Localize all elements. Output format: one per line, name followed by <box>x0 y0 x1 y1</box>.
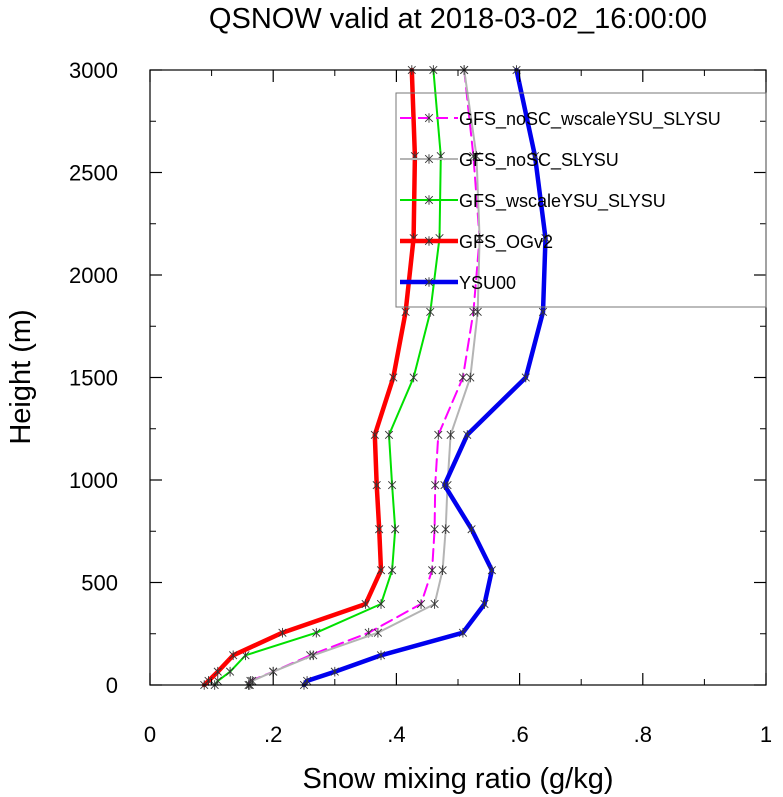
data-point-gfs-nosc-slysu <box>309 650 318 661</box>
data-point-gfs-ogv2 <box>213 666 222 677</box>
series-line-gfs-wscaleysu-slysu <box>213 69 442 686</box>
data-point-gfs-wscaleysu-slysu <box>384 430 394 440</box>
data-point-gfs-nosc-slysu <box>475 233 484 243</box>
data-point-gfs-nosc-slysu <box>473 307 482 317</box>
legend-item-gfs-nosc-wscaleysu-slysu: GFS_noSC_wscaleYSU_SLYSU <box>400 109 721 130</box>
legend-item-gfs-ogv2: GFS_OGv2 <box>400 232 553 253</box>
y-tick-label: 2500 <box>69 161 118 186</box>
axis-ticks: 0 .2 .4 .6 .8 1 0 500 1000 1500 2000 2500 3000 <box>69 58 772 747</box>
data-point-ysu00 <box>330 666 339 677</box>
data-point-gfs-ogv2 <box>389 372 398 383</box>
x-tick-label: .2 <box>264 722 282 747</box>
data-point-ysu00 <box>538 307 548 317</box>
series-line-gfs-nosc-slysu <box>248 69 481 686</box>
legend-item-gfs-nosc-slysu: GFS_noSC_SLYSU <box>400 150 619 171</box>
data-point-gfs-wscaleysu-slysu <box>387 565 397 575</box>
chart-title: QSNOW valid at 2018-03-02_16:00:00 <box>209 3 707 35</box>
data-point-ysu00 <box>487 565 496 575</box>
y-tick-label: 1000 <box>69 468 118 493</box>
data-point-gfs-nosc-wscaleysu-slysu <box>434 430 443 440</box>
data-point-ysu00 <box>440 480 449 490</box>
data-point-gfs-ogv2 <box>375 524 384 534</box>
legend: GFS_noSC_wscaleYSU_SLYSU GFS_noSC_SLYSU GF… <box>395 92 767 308</box>
data-point-gfs-nosc-wscaleysu-slysu <box>416 599 426 609</box>
data-point-ysu00 <box>302 676 312 686</box>
data-point-gfs-nosc-wscaleysu-slysu <box>428 565 437 575</box>
y-tick-label: 500 <box>81 571 118 596</box>
legend-label-gfs-nosc-slysu: GFS_noSC_SLYSU <box>459 150 619 171</box>
legend-label-ysu00: YSU00 <box>459 273 516 293</box>
data-point-gfs-wscaleysu-slysu <box>213 676 222 686</box>
legend-marker-gfs-wscaleysu-slysu <box>424 195 434 205</box>
legend-marker-gfs-nosc-slysu <box>424 154 434 164</box>
y-tick-label: 3000 <box>69 58 118 83</box>
data-point-gfs-nosc-wscaleysu-slysu <box>469 307 478 317</box>
data-point-gfs-ogv2 <box>370 430 379 440</box>
data-point-gfs-wscaleysu-slysu <box>376 599 386 609</box>
y-axis-label: Height (m) <box>5 309 37 444</box>
y-tick-label: 2000 <box>69 263 118 288</box>
plot-frame <box>149 69 767 686</box>
series-gfs-ogv2 <box>200 65 419 690</box>
plot-area <box>200 65 550 690</box>
legend-label-gfs-ogv2: GFS_OGv2 <box>459 232 553 253</box>
data-point-ysu00 <box>541 233 550 243</box>
data-point-ysu00 <box>467 524 476 534</box>
series-ysu00 <box>299 65 550 690</box>
x-tick-label: .8 <box>634 722 652 747</box>
legend-marker-gfs-nosc-wscaleysu-slysu <box>424 113 434 123</box>
x-tick-label: 1 <box>760 722 772 747</box>
legend-item-ysu00: YSU00 <box>400 273 516 293</box>
data-point-gfs-wscaleysu-slysu <box>409 372 418 383</box>
data-point-gfs-nosc-wscaleysu-slysu <box>431 480 440 490</box>
data-point-gfs-nosc-slysu <box>466 372 475 383</box>
x-tick-label: 0 <box>144 722 156 747</box>
data-point-gfs-wscaleysu-slysu <box>426 307 435 317</box>
series-line-gfs-ogv2 <box>201 67 418 688</box>
data-point-gfs-wscaleysu-slysu <box>387 480 397 490</box>
data-point-ysu00 <box>480 599 489 609</box>
legend-label-gfs-nosc-wscaleysu-slysu: GFS_noSC_wscaleYSU_SLYSU <box>459 109 721 130</box>
legend-marker-ysu00 <box>424 277 434 287</box>
data-point-gfs-ogv2 <box>361 599 370 609</box>
data-point-ysu00 <box>376 650 386 661</box>
data-point-gfs-wscaleysu-slysu <box>391 524 400 534</box>
data-point-gfs-ogv2 <box>401 307 410 317</box>
data-point-ysu00 <box>463 430 472 440</box>
data-point-gfs-ogv2 <box>278 627 287 638</box>
series-line-gfs-nosc-wscaleysu-slysu <box>247 69 481 686</box>
x-tick-label: .6 <box>510 722 528 747</box>
data-point-gfs-nosc-slysu <box>430 599 439 609</box>
y-tick-label: 0 <box>106 673 118 698</box>
data-point-gfs-nosc-wscaleysu-slysu <box>458 372 468 383</box>
legend-marker-gfs-ogv2 <box>424 236 434 246</box>
data-point-gfs-nosc-slysu <box>472 151 481 161</box>
data-point-gfs-ogv2 <box>372 480 381 490</box>
legend-item-gfs-wscaleysu-slysu: GFS_wscaleYSU_SLYSU <box>400 191 666 212</box>
data-point-gfs-ogv2 <box>376 565 386 575</box>
data-point-ysu00 <box>521 372 530 383</box>
data-point-ysu00 <box>530 151 540 161</box>
data-point-gfs-wscaleysu-slysu <box>312 627 321 638</box>
data-point-ysu00 <box>458 627 468 638</box>
data-point-gfs-ogv2 <box>229 650 238 661</box>
data-point-gfs-nosc-slysu <box>373 627 383 638</box>
data-point-gfs-nosc-wscaleysu-slysu <box>430 524 439 534</box>
data-point-gfs-nosc-slysu <box>438 565 447 575</box>
x-tick-label: .4 <box>387 722 405 747</box>
data-point-gfs-nosc-slysu <box>441 524 450 534</box>
y-tick-label: 1500 <box>69 366 118 391</box>
x-axis-label: Snow mixing ratio (g/kg) <box>302 763 613 795</box>
legend-box <box>395 92 767 308</box>
legend-label-gfs-wscaleysu-slysu: GFS_wscaleYSU_SLYSU <box>459 191 666 212</box>
data-point-gfs-wscaleysu-slysu <box>225 666 235 677</box>
data-point-gfs-nosc-slysu <box>446 430 455 440</box>
